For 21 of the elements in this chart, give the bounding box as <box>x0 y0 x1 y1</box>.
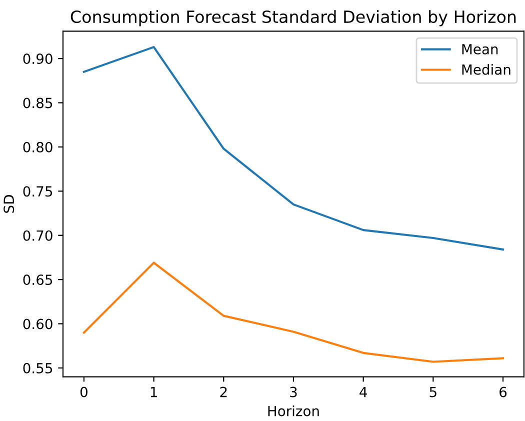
legend-label: Median <box>462 64 510 75</box>
y-tick-label: 0.55 <box>23 362 52 374</box>
x-tick-label: 0 <box>80 386 88 398</box>
y-tick-label: 0.85 <box>23 98 52 108</box>
x-tick-label: 1 <box>150 386 157 398</box>
y-tick-label: 0.75 <box>23 186 52 197</box>
y-tick-label: 0.90 <box>23 54 52 64</box>
x-tick-label: 6 <box>500 386 507 398</box>
y-axis-title: SD <box>4 195 14 213</box>
legend-label: Mean <box>462 44 498 54</box>
line-series <box>82 262 504 363</box>
y-tick-label: 0.65 <box>23 274 52 286</box>
x-tick-label: 4 <box>360 386 367 398</box>
chart-title: Consumption Forecast Standard Deviation by Horizon <box>70 10 516 26</box>
x-tick-label: 3 <box>290 386 297 398</box>
y-tick-label: 0.60 <box>23 318 52 330</box>
y-tick-label: 0.70 <box>23 230 52 241</box>
x-axis-title: Horizon <box>268 406 319 416</box>
x-tick-label: 5 <box>430 386 436 398</box>
y-tick-label: 0.80 <box>23 142 52 152</box>
x-tick-label: 2 <box>220 386 227 398</box>
